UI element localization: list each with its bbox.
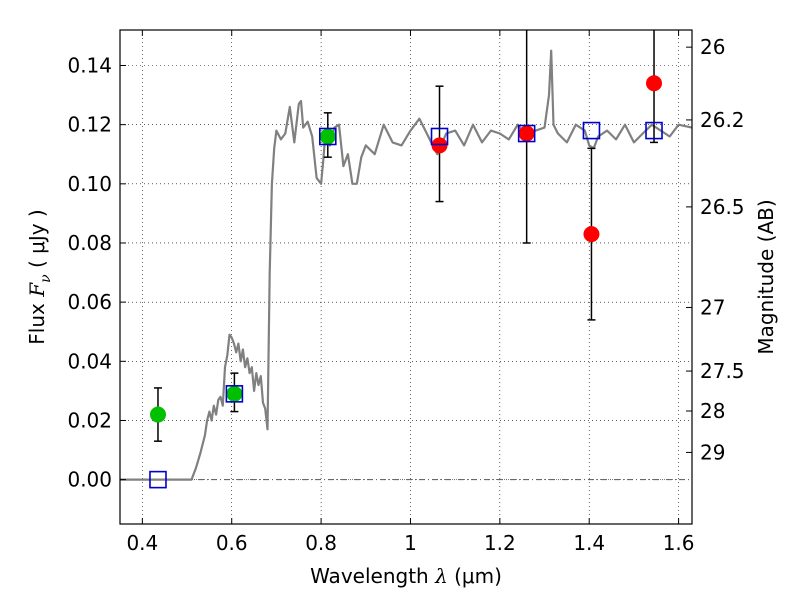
y2-axis-label: Magnitude (AB) bbox=[754, 199, 778, 354]
plot-frame bbox=[119, 29, 693, 525]
y2-tick-label: 26.2 bbox=[700, 108, 745, 132]
y-tick-label: 0.12 bbox=[67, 113, 112, 137]
x-tick-label: 1.2 bbox=[484, 531, 516, 555]
y-axis-label: Flux Fν ( μJy ) bbox=[25, 209, 54, 344]
model-square bbox=[582, 121, 601, 140]
y2-axis-ticks: 26 26.2 26.5 27 27.5 28 29 bbox=[686, 35, 745, 464]
y2-tick-label: 27 bbox=[700, 295, 725, 319]
y-tick-label: 0.00 bbox=[67, 468, 112, 492]
y2-tick-label: 29 bbox=[700, 440, 725, 464]
y-tick-label: 0.02 bbox=[67, 408, 112, 432]
model-square bbox=[149, 470, 167, 489]
y-tick-label: 0.06 bbox=[67, 290, 112, 314]
x-tick-label: 0.6 bbox=[216, 531, 248, 555]
x-axis-ticks: 0.4 0.6 0.8 1 1.2 1.4 1.6 bbox=[126, 30, 695, 555]
x-tick-label: 0.8 bbox=[305, 531, 337, 555]
x-tick-label: 0.4 bbox=[126, 531, 158, 555]
y-axis-label-symbol: F bbox=[25, 282, 49, 298]
data-point bbox=[319, 128, 336, 145]
y-axis-label-unit: ( μJy ) bbox=[25, 209, 49, 268]
x-axis-label-text: Wavelength bbox=[310, 564, 429, 588]
y-axis-label-text: Flux bbox=[25, 303, 49, 345]
y-axis-label-subscript: ν bbox=[38, 274, 54, 283]
y-tick-label: 0.10 bbox=[67, 172, 112, 196]
model-square bbox=[430, 127, 449, 146]
data-point bbox=[583, 226, 600, 243]
x-axis-label: Wavelength λ (μm) bbox=[310, 564, 502, 588]
x-axis-label-symbol: λ bbox=[434, 564, 448, 588]
y-tick-label: 0.08 bbox=[67, 231, 112, 255]
y2-tick-label: 26.5 bbox=[700, 195, 745, 219]
y-tick-label: 0.04 bbox=[67, 349, 112, 373]
x-axis-label-unit: (μm) bbox=[454, 564, 502, 588]
model-square bbox=[645, 121, 663, 140]
x-tick-label: 1.4 bbox=[573, 531, 605, 555]
data-point bbox=[518, 125, 535, 142]
data-points bbox=[149, 75, 663, 423]
grid-lines bbox=[120, 30, 692, 524]
model-squares bbox=[149, 121, 663, 489]
y2-tick-label: 26 bbox=[700, 35, 725, 59]
model-square bbox=[225, 385, 244, 403]
y2-tick-label: 28 bbox=[700, 399, 725, 423]
y2-tick-label: 27.5 bbox=[700, 359, 745, 383]
model-square bbox=[318, 127, 337, 146]
model-square bbox=[517, 124, 536, 143]
y-axis-ticks: 0.00 0.02 0.04 0.06 0.08 0.10 0.12 0.14 bbox=[67, 53, 126, 492]
data-point bbox=[646, 75, 663, 92]
x-tick-label: 1.6 bbox=[663, 531, 695, 555]
data-point bbox=[149, 406, 166, 423]
y-tick-label: 0.14 bbox=[67, 53, 112, 77]
x-tick-label: 1 bbox=[404, 531, 417, 555]
data-point bbox=[431, 137, 448, 154]
data-point bbox=[226, 385, 243, 402]
